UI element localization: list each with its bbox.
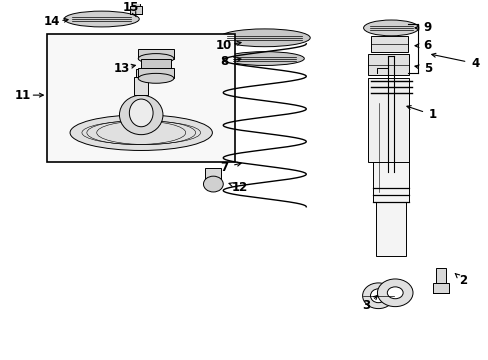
- Ellipse shape: [225, 51, 304, 66]
- Text: 5: 5: [423, 62, 431, 75]
- Text: 3: 3: [362, 299, 370, 312]
- Text: 7: 7: [220, 161, 228, 174]
- Ellipse shape: [138, 73, 173, 83]
- Text: 2: 2: [458, 274, 467, 287]
- Bar: [141, 59, 170, 68]
- Bar: [376, 202, 405, 256]
- Bar: [435, 268, 445, 283]
- Text: 8: 8: [220, 55, 228, 68]
- Ellipse shape: [70, 115, 212, 150]
- Bar: [370, 36, 407, 51]
- Bar: [130, 6, 142, 14]
- Text: 1: 1: [428, 108, 436, 121]
- Bar: [138, 68, 173, 78]
- Bar: [205, 168, 221, 180]
- Ellipse shape: [203, 176, 223, 192]
- Text: 4: 4: [470, 57, 478, 70]
- Ellipse shape: [129, 99, 153, 127]
- Text: 13: 13: [113, 62, 129, 75]
- Text: 10: 10: [216, 39, 232, 52]
- Ellipse shape: [363, 20, 418, 36]
- Text: 14: 14: [44, 15, 61, 28]
- Text: 6: 6: [423, 39, 431, 52]
- Text: 9: 9: [423, 21, 431, 35]
- Ellipse shape: [370, 289, 386, 303]
- Text: 12: 12: [231, 180, 248, 194]
- Ellipse shape: [362, 283, 393, 309]
- Ellipse shape: [138, 54, 173, 63]
- Bar: [134, 77, 148, 95]
- Bar: [373, 93, 408, 202]
- Ellipse shape: [119, 95, 163, 135]
- Bar: [367, 54, 408, 75]
- Text: 11: 11: [15, 89, 31, 102]
- Ellipse shape: [377, 279, 412, 307]
- Ellipse shape: [386, 287, 402, 299]
- Text: 15: 15: [123, 1, 139, 14]
- Bar: [132, 0, 140, 6]
- Ellipse shape: [64, 11, 139, 27]
- Ellipse shape: [219, 29, 309, 47]
- Bar: [367, 78, 408, 162]
- Bar: [138, 49, 173, 59]
- Bar: [136, 69, 146, 77]
- Bar: [47, 34, 235, 162]
- Bar: [432, 283, 447, 293]
